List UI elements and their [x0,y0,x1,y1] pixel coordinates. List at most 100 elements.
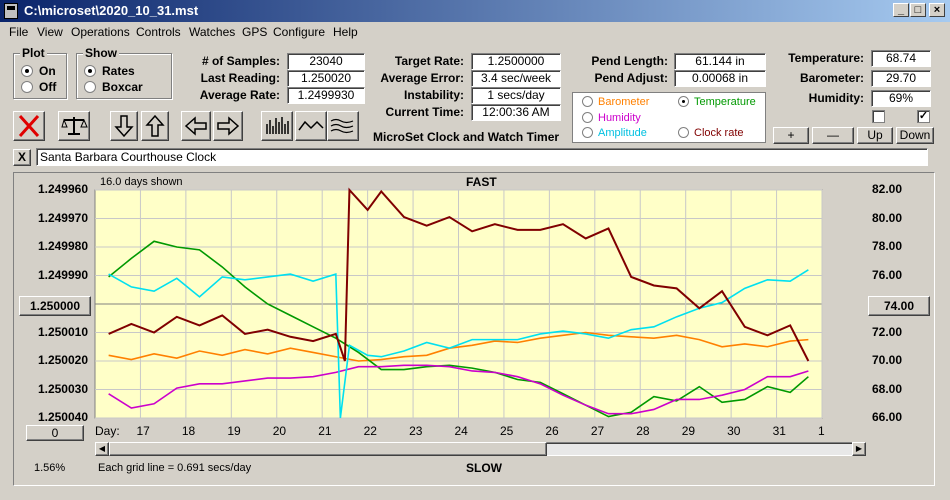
samples-label: # of Samples: [201,54,280,68]
chart-series [108,187,810,419]
up-button[interactable] [141,111,169,141]
average-rate-label: Average Rate: [199,88,280,102]
series-line-barometer [108,331,809,362]
y-right-tick-label: 70.00 [872,353,903,367]
multi-wave-button[interactable] [327,111,359,141]
menu-help[interactable]: Help [333,25,358,39]
y-right-tick-label: 66.00 [872,410,903,424]
y-right-tick-label: 68.00 [872,381,903,396]
show-rates-radio[interactable]: Rates [84,64,135,78]
y-right-tick-label: 80.00 [872,210,903,225]
plot-group: Plot [13,46,67,99]
pend-length-field[interactable]: 61.144 in [674,53,766,70]
samples-field[interactable]: 23040 [287,53,365,70]
x-tick-label: 24 [454,424,468,438]
x-tick-label: 27 [590,424,605,438]
menu-view[interactable]: View [37,25,63,39]
scale-plus-button[interactable]: + [773,127,809,144]
right-button[interactable] [213,111,243,141]
last-reading-label: Last Reading: [200,71,280,85]
maximize-button[interactable]: □ [910,3,926,17]
radio-dot-icon [84,81,96,93]
right-checkbox[interactable]: ✓ [917,110,930,123]
humidity-field[interactable]: 69% [871,90,931,107]
average-error-field[interactable]: 3.4 sec/week [471,70,561,87]
sensor-temperature-radio[interactable]: Temperature [678,96,756,108]
wave-button[interactable] [295,111,327,141]
plot-frame [13,172,935,486]
sensor-amplitude-radio[interactable]: Amplitude [582,127,647,139]
x-tick-label: 30 [727,424,741,438]
plot-group-title: Plot [20,46,47,60]
temperature-label: Temperature: [788,51,864,65]
scale-down-button[interactable]: Down [896,127,934,144]
pend-length-label: Pend Length: [591,54,668,68]
scroll-right-button[interactable]: ▶ [852,442,866,456]
menu-file[interactable]: File [9,25,29,39]
scale-minus-button[interactable]: — [812,127,854,144]
sensor-barometer-radio[interactable]: Barometer [582,96,649,108]
x-tick-label: 31 [772,424,786,438]
menu-configure[interactable]: Configure [273,25,326,39]
pend-adjust-field[interactable]: 0.00068 in [674,70,766,87]
x-tick-label: 28 [636,424,650,438]
percent-label: 1.56% [34,462,66,474]
app-caption: MicroSet Clock and Watch Timer [373,130,560,144]
x-axis-prefix: Day: [95,424,120,438]
radio-dot-icon [678,127,689,138]
scroll-left-icon: ◀ [98,444,106,453]
sensor-select-group [572,92,766,143]
y-right-tick-label: 82.00 [872,182,903,196]
radio-dot-icon [582,127,593,138]
scale-icon [61,117,88,135]
current-time-field[interactable]: 12:00:36 AM [471,104,561,121]
series-line-clock-rate [108,187,810,362]
y-left-tick-label: 1.249980 [37,239,88,253]
menu-operations[interactable]: Operations [71,25,130,39]
menu-watches[interactable]: Watches [189,25,236,39]
radio-dot-icon [21,81,33,93]
app-icon[interactable] [4,3,18,19]
menu-gps[interactable]: GPS [242,25,268,39]
scroll-thumb[interactable] [109,442,547,456]
y-left-tick-label: 1.249970 [37,210,88,225]
down-button[interactable] [110,111,138,141]
show-boxcar-radio[interactable]: Boxcar [84,80,143,94]
histogram-button[interactable] [261,111,293,141]
clock-name-input[interactable]: Santa Barbara Courthouse Clock [36,148,928,166]
temperature-field[interactable]: 68.74 [871,50,931,67]
left-checkbox[interactable] [872,110,885,123]
sensor-humidity-radio[interactable]: Humidity [582,112,641,124]
multi-wave-icon [330,118,354,134]
cancel-button[interactable] [13,111,45,141]
bottom-left-button[interactable]: 0 [26,425,84,441]
minimize-button[interactable]: _ [893,3,909,17]
instability-field[interactable]: 1 secs/day [471,87,561,104]
x-tick-label: 26 [545,424,559,438]
scroll-left-button[interactable]: ◀ [95,442,109,456]
sensor-clock-rate-radio[interactable]: Clock rate [678,127,744,139]
average-rate-field[interactable]: 1.2499930 [287,87,365,104]
target-rate-label: Target Rate: [394,54,464,68]
balance-button[interactable] [58,111,90,141]
plot-off-radio[interactable]: Off [21,80,56,94]
scale-up-button[interactable]: Up [857,127,893,144]
radio-dot-icon [582,112,593,123]
window-title: C:\microset\2020_10_31.mst [24,3,199,18]
plot-on-radio[interactable]: On [21,64,56,78]
radio-dot-icon [678,96,689,107]
left-center-button[interactable]: 1.250000 [19,296,91,316]
clear-name-button[interactable]: X [13,149,31,166]
menu-controls[interactable]: Controls [136,25,181,39]
x-tick-label: 21 [318,424,332,438]
x-tick-label: 18 [181,424,196,438]
x-tick-label: 22 [363,424,377,438]
left-button[interactable] [181,111,211,141]
close-button[interactable]: × [929,3,945,17]
last-reading-field[interactable]: 1.250020 [287,70,365,87]
right-center-button[interactable]: 74.00 [868,296,930,316]
target-rate-field[interactable]: 1.2500000 [471,53,561,70]
days-shown-label: 16.0 days shown [100,176,183,188]
barometer-field[interactable]: 29.70 [871,70,931,87]
y-right-tick-label: 72.00 [872,324,903,339]
